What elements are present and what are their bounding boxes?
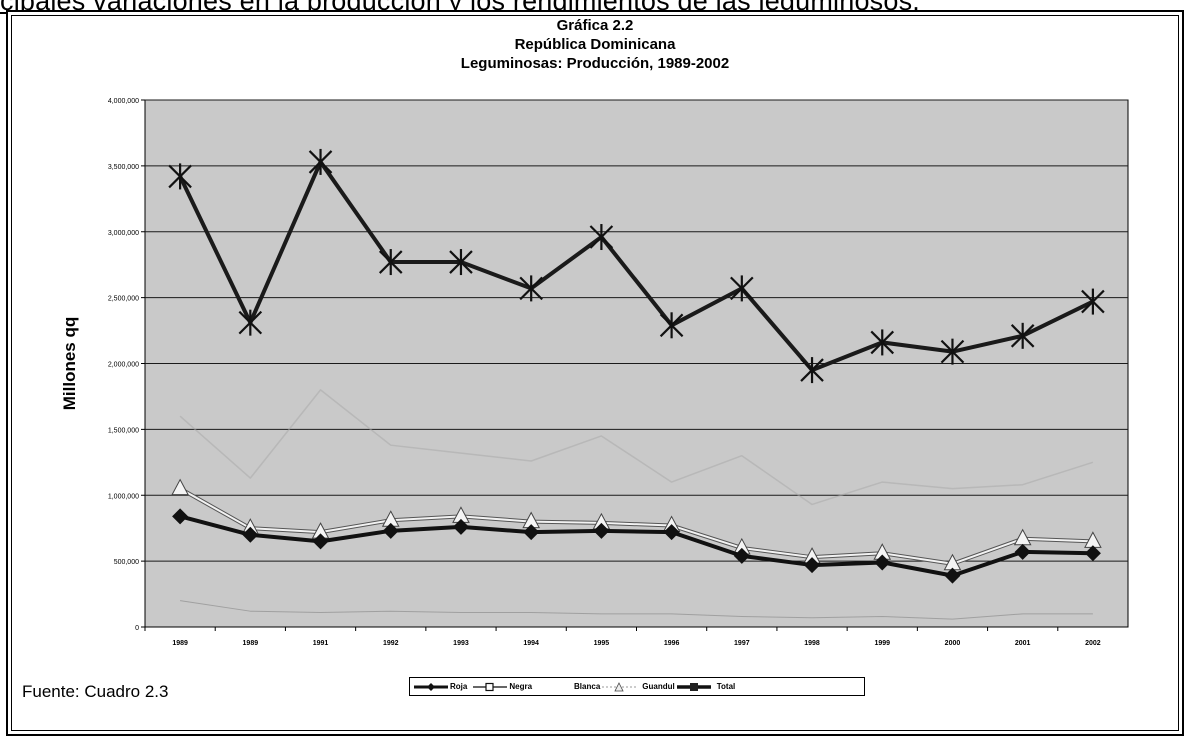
legend-item-roja: Roja bbox=[414, 682, 467, 692]
point-total bbox=[870, 329, 895, 356]
point-total bbox=[308, 148, 333, 175]
chart-title-line1: Gráfica 2.2 bbox=[556, 17, 634, 34]
legend-label-blanca: Blanca bbox=[574, 682, 601, 691]
legend-swatch-blanca bbox=[602, 681, 637, 691]
x-tick-label: 1995 bbox=[594, 640, 610, 647]
point-total bbox=[449, 249, 473, 276]
y-tick-label: 1,500,000 bbox=[108, 427, 139, 434]
series-line-blanca bbox=[179, 487, 1093, 565]
point-roja bbox=[663, 524, 680, 541]
x-tick-label: 2001 bbox=[1015, 640, 1031, 647]
legend-label-total: Total bbox=[716, 682, 736, 691]
source-note: Fuente: Cuadro 2.3 bbox=[22, 682, 169, 701]
legend-item-total: Total bbox=[717, 682, 736, 691]
series-line-roja bbox=[179, 514, 1093, 578]
x-tick-label: 1991 bbox=[313, 640, 329, 647]
series-line-negra bbox=[180, 600, 1093, 620]
legend-label-guandul: Guandul bbox=[642, 682, 675, 691]
point-total bbox=[238, 309, 263, 336]
point-roja bbox=[874, 554, 891, 571]
y-tick-label: 0 bbox=[135, 625, 139, 632]
point-roja bbox=[172, 508, 189, 525]
x-tick-label: 1996 bbox=[664, 640, 680, 647]
point-roja bbox=[452, 518, 469, 535]
point-roja bbox=[242, 526, 259, 543]
point-roja bbox=[804, 557, 821, 574]
legend-item-guandul: Guandul bbox=[642, 682, 711, 692]
y-tick-label: 2,000,000 bbox=[108, 362, 139, 369]
point-total bbox=[378, 249, 403, 276]
x-tick-label: 2002 bbox=[1085, 640, 1101, 647]
point-total bbox=[519, 275, 543, 302]
y-axis-label: Millones qq bbox=[60, 317, 79, 411]
point-total bbox=[1081, 288, 1105, 315]
legend-item-blanca: Blanca bbox=[574, 681, 637, 692]
legend-swatch-roja bbox=[414, 682, 448, 691]
point-roja bbox=[1014, 543, 1031, 560]
point-roja bbox=[944, 567, 961, 584]
point-total bbox=[589, 224, 614, 251]
y-tick-label: 3,000,000 bbox=[108, 230, 139, 237]
point-roja bbox=[593, 522, 610, 539]
x-tick-label: 2000 bbox=[945, 640, 961, 647]
x-tick-label: 1994 bbox=[523, 640, 539, 647]
chart-legend: Roja Negra Blanca Guandul Total bbox=[409, 677, 865, 696]
point-total bbox=[730, 275, 754, 302]
series-line-guandul bbox=[179, 389, 1094, 506]
legend-item-negra: Negra bbox=[473, 682, 532, 692]
chart-frame-inner bbox=[11, 15, 1179, 731]
point-roja bbox=[1084, 545, 1101, 562]
y-tick-label: 1,000,000 bbox=[108, 493, 139, 500]
x-tick-label: 1998 bbox=[804, 640, 820, 647]
point-total bbox=[800, 357, 824, 384]
chart-title-line3: Leguminosas: Producción, 1989-2002 bbox=[460, 55, 730, 72]
x-tick-label: 1992 bbox=[383, 640, 399, 647]
x-tick-label: 1993 bbox=[453, 640, 469, 647]
x-tick-label: 1997 bbox=[734, 640, 750, 647]
x-tick-label: 1999 bbox=[874, 640, 890, 647]
point-roja bbox=[382, 522, 399, 539]
chart-title-line2: República Dominicana bbox=[514, 36, 676, 53]
point-total bbox=[1010, 322, 1035, 349]
point-total bbox=[659, 312, 684, 339]
point-total bbox=[168, 163, 192, 190]
x-tick-label: 1989 bbox=[243, 640, 259, 647]
y-tick-label: 500,000 bbox=[114, 559, 139, 566]
y-tick-label: 3,500,000 bbox=[108, 164, 139, 171]
point-roja bbox=[523, 524, 540, 541]
point-total bbox=[940, 338, 965, 365]
point-roja bbox=[312, 533, 329, 550]
legend-swatch-negra bbox=[473, 682, 508, 691]
x-tick-label: 1989 bbox=[172, 640, 188, 647]
legend-label-roja: Roja bbox=[450, 682, 468, 691]
point-roja bbox=[733, 547, 750, 564]
y-tick-label: 4,000,000 bbox=[108, 98, 139, 105]
legend-label-negra: Negra bbox=[509, 682, 533, 691]
legend-swatch-guandul bbox=[676, 682, 711, 691]
y-tick-label: 2,500,000 bbox=[108, 296, 139, 303]
point-blanca bbox=[171, 478, 189, 496]
chart-titles: Gráfica 2.2 República Dominicana Legumin… bbox=[0, 16, 1190, 73]
series-line-total bbox=[178, 159, 1094, 373]
